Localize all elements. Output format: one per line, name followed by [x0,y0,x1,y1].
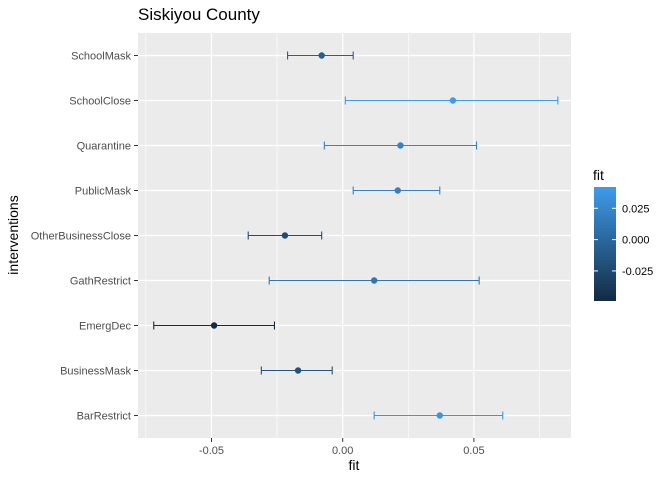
point [281,232,289,239]
x-tick-label: -0.05 [199,445,224,457]
point [394,187,401,194]
legend-title: fit [593,167,604,183]
point [436,412,443,419]
y-tick-label: Quarantine [77,141,131,153]
y-tick-label: EmergDec [79,321,131,333]
y-tick-label: OtherBusinessClose [31,231,131,243]
legend-tick-label: -0.025 [622,266,653,278]
legend-colorbar [594,187,616,301]
x-tick-label: 0.00 [332,445,353,457]
legend-ticks: 0.025 0.000 -0.025 [594,203,653,278]
x-tick-labels: -0.05 0.00 0.05 [199,438,485,457]
y-tick-label: GathRestrict [70,276,131,288]
y-tick-label: BarRestrict [77,411,131,423]
point [294,367,302,374]
y-tick-label: SchoolMask [71,51,131,63]
y-tick-label: SchoolClose [69,96,131,108]
y-tick-label: BusinessMask [60,366,131,378]
point [397,142,404,149]
point [210,322,218,329]
point [370,277,378,284]
legend-tick-label: 0.000 [622,235,650,247]
chart-title: Siskiyou County [138,5,260,24]
x-axis-title: fit [349,457,360,473]
y-tick-labels: SchoolMask SchoolClose Quarantine PublicMas… [31,51,138,423]
x-tick-label: 0.05 [463,445,484,457]
y-tick-label: PublicMask [75,186,132,198]
data-marks [153,51,559,420]
y-axis-title: interventions [5,195,21,274]
point [449,97,457,104]
point [318,52,325,59]
legend-tick-label: 0.025 [622,203,650,215]
legend: fit 0.025 0.000 -0.025 [593,167,653,301]
